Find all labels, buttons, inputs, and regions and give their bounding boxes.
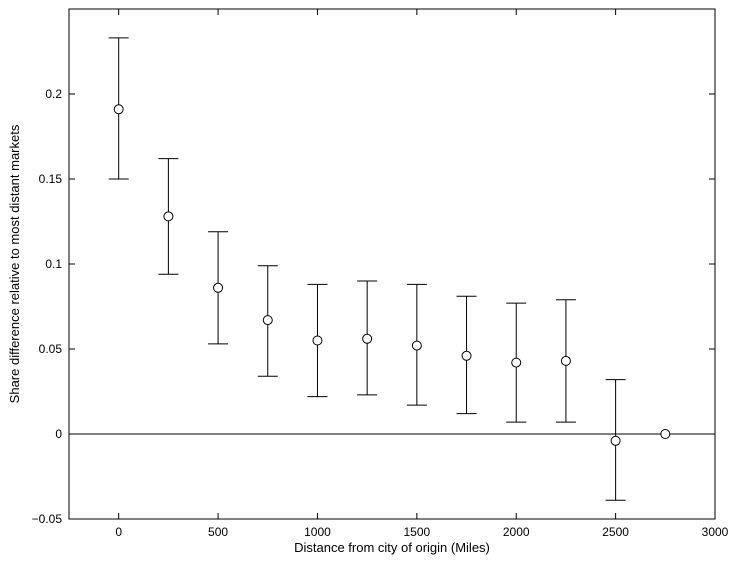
y-tick-label: 0.1: [45, 257, 62, 271]
x-tick-label: 1500: [403, 525, 430, 539]
y-tick-label: −0.05: [32, 512, 63, 526]
data-point: [660, 429, 671, 439]
x-axis-label: Distance from city of origin (Miles): [294, 540, 490, 555]
y-tick-label: 0.05: [39, 342, 63, 356]
data-point: [262, 315, 273, 326]
data-point: [113, 104, 124, 115]
x-tick-label: 3000: [702, 525, 729, 539]
y-axis: −0.05 0 0.05 0.1 0.15 0.2: [32, 87, 715, 526]
y-tick-label: 0.2: [45, 87, 62, 101]
data-point: [362, 333, 373, 344]
data-point: [163, 211, 174, 222]
x-tick-label: 2000: [503, 525, 530, 539]
data-point: [461, 350, 472, 361]
x-tick-label: 2500: [602, 525, 629, 539]
y-tick-label: 0.15: [39, 172, 63, 186]
x-tick-label: 500: [208, 525, 228, 539]
x-tick-label: 0: [115, 525, 122, 539]
data-point: [560, 355, 571, 366]
x-axis: 0 500 1000 1500 2000 2500 3000: [115, 9, 729, 539]
data-point: [511, 357, 522, 368]
x-tick-label: 1000: [304, 525, 331, 539]
data-point: [312, 335, 323, 346]
y-axis-label: Share difference relative to most distan…: [7, 124, 22, 403]
y-tick-label: 0: [55, 427, 62, 441]
data-point: [213, 282, 224, 293]
data-point: [411, 340, 422, 351]
data-point: [610, 435, 621, 446]
data-series: [108, 37, 671, 501]
